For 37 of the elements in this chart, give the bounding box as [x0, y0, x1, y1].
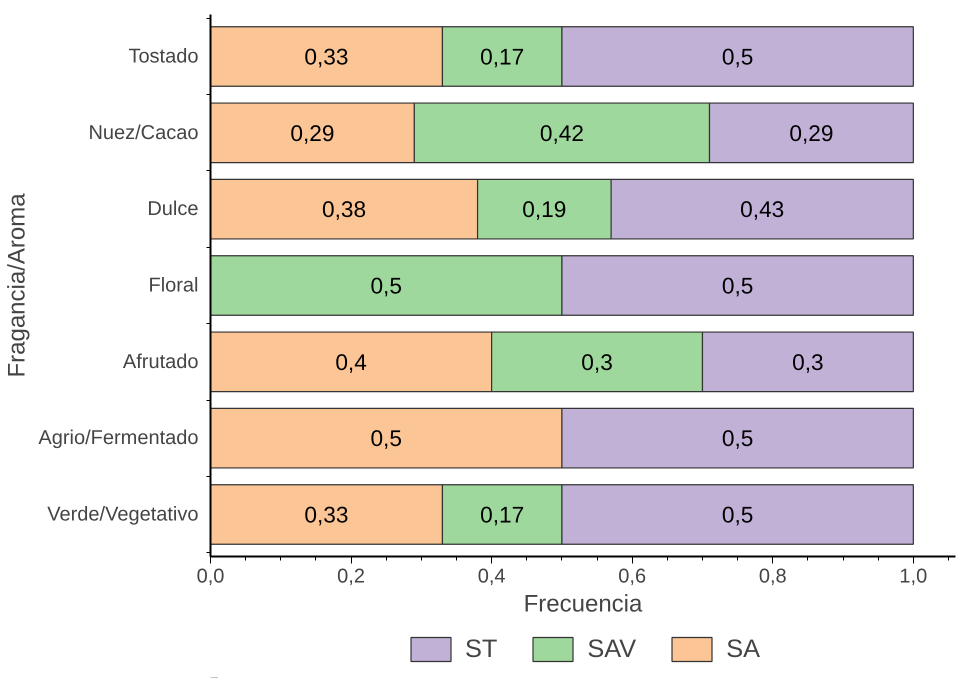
data-label: 0,5	[722, 502, 754, 528]
x-tick-label: 1,0	[899, 566, 928, 588]
data-label: 0,5	[370, 272, 402, 298]
data-label: 0,4	[335, 348, 367, 375]
y-tick-label: Tostado	[128, 45, 199, 68]
data-label: 0,5	[370, 425, 402, 452]
legend-label: ST	[465, 634, 498, 664]
x-tick-label: 0,8	[758, 566, 787, 588]
y-tick-label: Agrio/Fermentado	[38, 427, 198, 450]
data-label: 0,3	[792, 348, 824, 375]
data-label: 0,29	[789, 120, 834, 146]
y-tick-label: Dulce	[147, 198, 199, 220]
x-tick-label: 0,6	[618, 566, 646, 588]
data-label: 0,5	[722, 272, 754, 298]
x-axis-title: Frecuencia	[524, 590, 644, 618]
data-label: 0,3	[581, 348, 613, 375]
data-label: 0,38	[322, 196, 366, 222]
data-label: 0,33	[304, 502, 349, 528]
y-axis-title: Fragancia/Aroma	[3, 192, 30, 378]
x-tick-label: 0,2	[337, 566, 365, 588]
y-tick-label: Floral	[148, 274, 199, 296]
y-tick-label: Verde/Vegetativo	[47, 504, 199, 526]
data-label: 0,17	[480, 502, 524, 528]
data-label: 0,43	[740, 196, 784, 222]
legend-label: SAV	[587, 634, 636, 664]
x-tick-label: 0,4	[478, 566, 506, 588]
y-tick-label: Afrutado	[122, 350, 199, 373]
data-label: 0,17	[480, 43, 524, 70]
x-tick-label: 0,0	[196, 566, 224, 588]
data-label: 0,19	[522, 196, 566, 222]
data-label: 0,42	[540, 120, 584, 146]
data-label: 0,33	[304, 43, 349, 70]
data-label: 0,5	[722, 425, 754, 452]
legend-label: SA	[726, 634, 760, 664]
y-tick-label: Nuez/Cacao	[88, 122, 199, 144]
data-label: 0,5	[722, 43, 754, 70]
data-label: 0,29	[290, 120, 334, 146]
